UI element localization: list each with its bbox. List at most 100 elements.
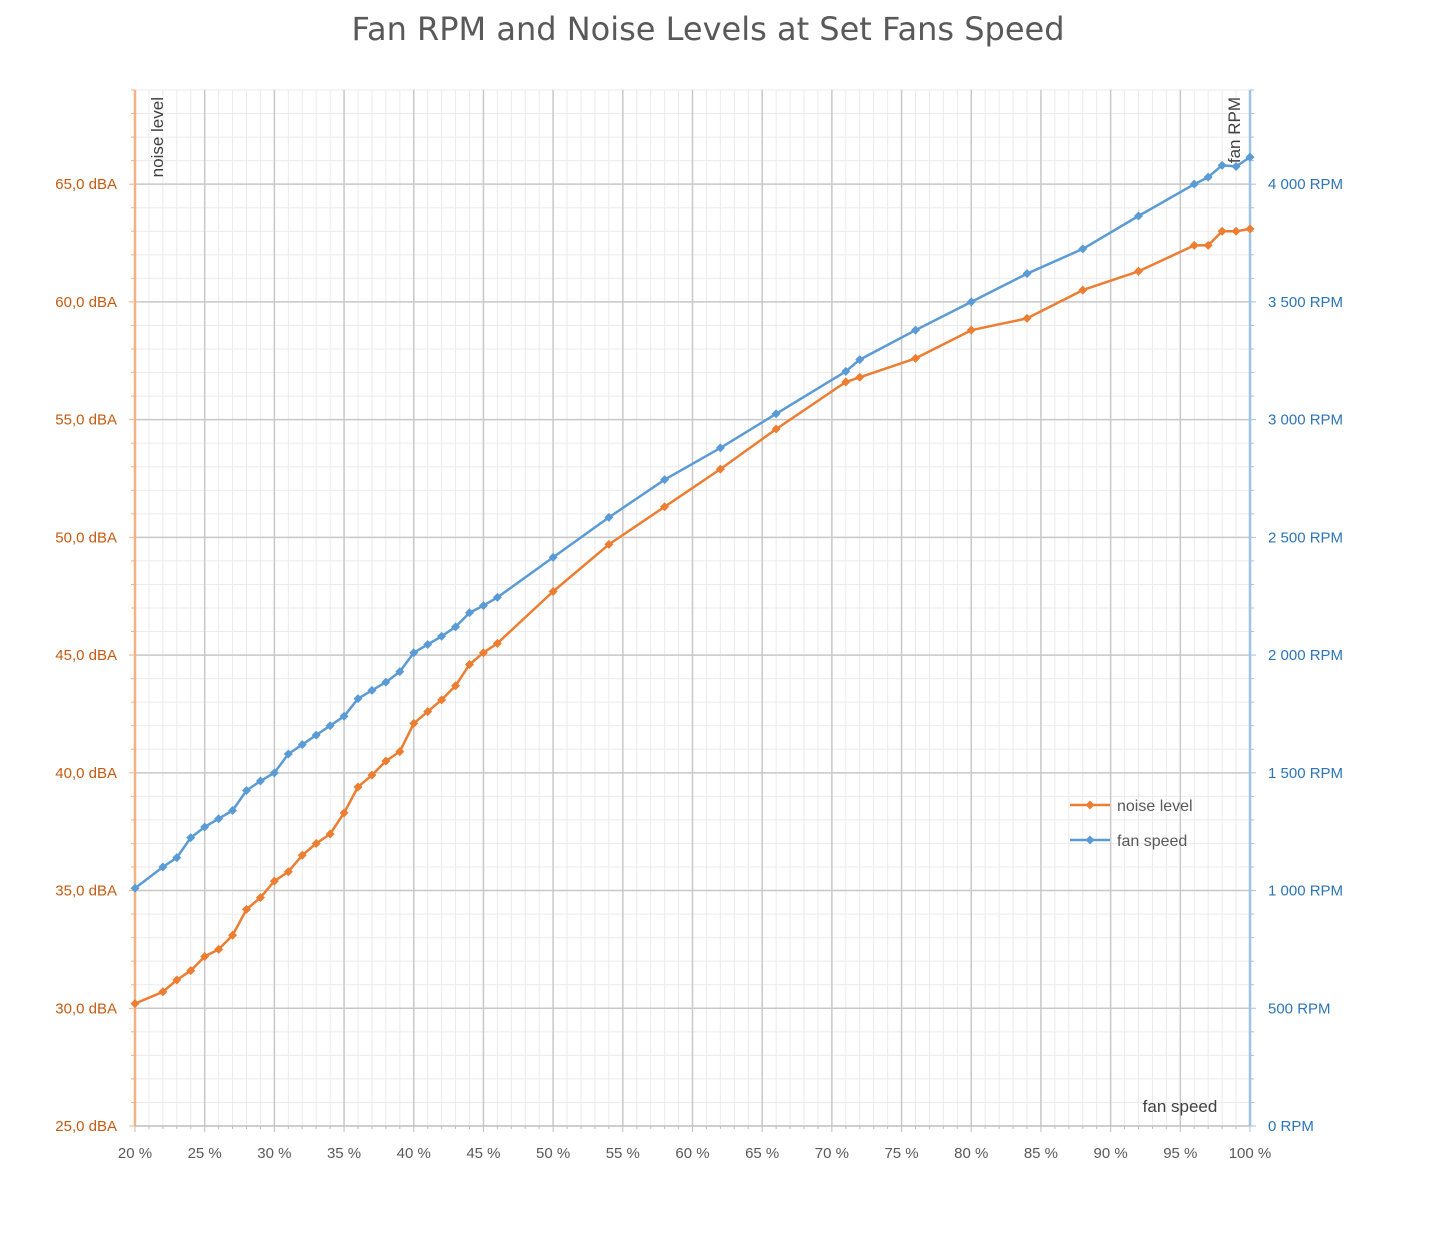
data-point — [1245, 152, 1255, 162]
data-point — [200, 822, 210, 832]
y-left-tick-label: 50,0 dBA — [55, 529, 117, 546]
data-point — [423, 639, 433, 649]
y-right-tick-label: 500 RPM — [1268, 1000, 1331, 1017]
data-point — [911, 353, 920, 363]
data-point — [353, 694, 363, 704]
y-left-tick-label: 55,0 dBA — [55, 412, 117, 429]
legend-marker — [1085, 800, 1095, 810]
axes — [129, 89, 1256, 1132]
data-point — [1189, 240, 1199, 250]
data-point — [409, 648, 419, 658]
data-point — [437, 695, 447, 705]
y-left-tick-label: 60,0 dBA — [55, 294, 117, 311]
data-point — [1134, 266, 1143, 276]
x-axis-title: fan speed — [1143, 1097, 1218, 1116]
y-right-tick-label: 1 500 RPM — [1268, 765, 1343, 782]
data-point — [255, 893, 265, 903]
data-point — [548, 587, 558, 597]
data-point — [242, 785, 251, 795]
axis-titles: fan speed noise level fan RPM — [148, 97, 1244, 1116]
data-point — [1022, 269, 1032, 279]
data-point — [548, 552, 558, 562]
data-point — [242, 904, 251, 914]
data-point — [1078, 285, 1088, 295]
data-point — [1189, 179, 1199, 189]
x-tick-label: 85 % — [1024, 1145, 1058, 1162]
data-point — [325, 721, 335, 731]
y-left-tick-label: 25,0 dBA — [55, 1118, 117, 1135]
y-left-tick-label: 35,0 dBA — [55, 883, 117, 900]
data-point — [269, 768, 279, 778]
data-point — [771, 424, 781, 434]
x-tick-label: 95 % — [1163, 1145, 1197, 1162]
data-point — [492, 638, 502, 648]
x-tick-label: 35 % — [327, 1145, 361, 1162]
y-right-tick-label: 0 RPM — [1268, 1118, 1314, 1135]
x-tick-label: 30 % — [257, 1145, 291, 1162]
data-point — [381, 756, 391, 766]
data-point — [604, 539, 614, 549]
data-point — [465, 608, 474, 618]
data-point — [966, 325, 976, 335]
data-point — [269, 876, 279, 886]
data-point — [1203, 172, 1213, 182]
y-left-tick-label: 40,0 dBA — [55, 765, 117, 782]
data-point — [158, 862, 168, 872]
data-point — [200, 951, 210, 961]
x-tick-label: 40 % — [397, 1145, 431, 1162]
y-right-tick-label: 1 000 RPM — [1268, 883, 1343, 900]
data-point — [841, 366, 851, 376]
y-right-tick-label: 2 500 RPM — [1268, 529, 1343, 546]
legend: noise level fan speed — [1070, 798, 1193, 850]
x-tick-label: 80 % — [954, 1145, 988, 1162]
data-point — [911, 325, 920, 335]
data-point — [1245, 224, 1255, 234]
data-point — [771, 409, 781, 419]
data-point — [1217, 160, 1227, 170]
data-point — [1231, 162, 1241, 172]
chart-title: Fan RPM and Noise Levels at Set Fans Spe… — [351, 10, 1065, 48]
grid-major — [135, 90, 1250, 1126]
data-point — [451, 622, 461, 632]
x-tick-label: 60 % — [675, 1145, 709, 1162]
y-right-tick-label: 3 000 RPM — [1268, 412, 1343, 429]
data-point — [130, 883, 140, 893]
data-point — [228, 930, 238, 940]
data-point — [172, 853, 182, 863]
y-left-tick-label: 45,0 dBA — [55, 647, 117, 664]
data-point — [255, 776, 265, 786]
data-point — [855, 372, 865, 382]
data-point — [339, 711, 349, 721]
data-point — [186, 966, 196, 976]
data-point — [367, 685, 377, 695]
data-point — [325, 829, 335, 839]
data-point — [423, 707, 433, 717]
data-point — [478, 648, 488, 658]
data-point — [715, 464, 725, 474]
data-point — [297, 850, 307, 860]
data-point — [158, 987, 168, 997]
x-tick-label: 100 % — [1229, 1145, 1272, 1162]
x-tick-label: 45 % — [466, 1145, 500, 1162]
legend-marker — [1085, 835, 1095, 845]
data-point — [367, 770, 377, 780]
y-axis-left-title: noise level — [148, 97, 167, 177]
data-point — [966, 297, 976, 307]
data-point — [172, 975, 182, 985]
data-point — [437, 631, 447, 641]
data-point — [1078, 244, 1088, 254]
y-right-tick-label: 4 000 RPM — [1268, 176, 1343, 193]
legend-label: noise level — [1117, 798, 1193, 815]
data-point — [1134, 211, 1143, 221]
data-point — [228, 805, 238, 815]
data-point — [1217, 226, 1227, 236]
data-point — [841, 377, 851, 387]
data-point — [465, 660, 474, 670]
data-point — [381, 677, 391, 687]
x-tick-label: 70 % — [815, 1145, 849, 1162]
data-point — [660, 502, 670, 512]
data-point — [1231, 226, 1241, 236]
y-left-tick-label: 30,0 dBA — [55, 1000, 117, 1017]
x-tick-label: 20 % — [118, 1145, 152, 1162]
